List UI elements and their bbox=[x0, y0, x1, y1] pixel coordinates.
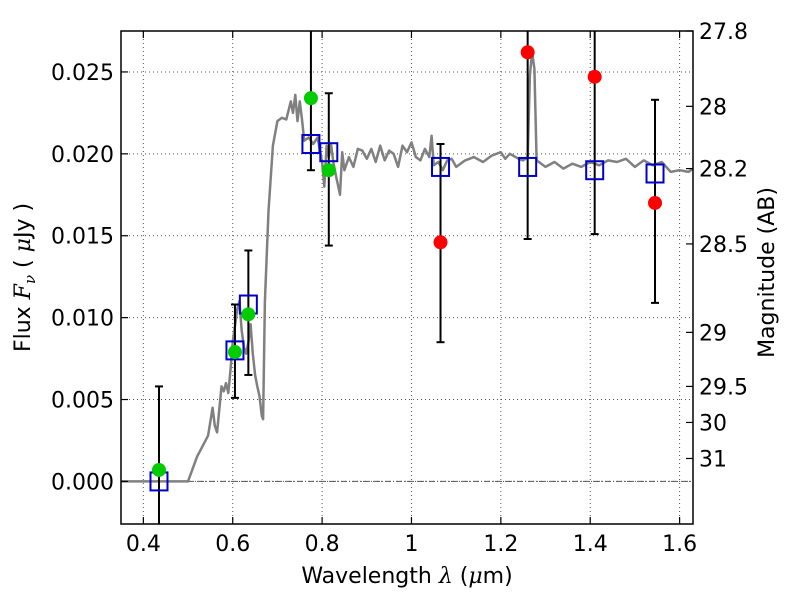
observed-point-green bbox=[321, 163, 336, 178]
x-tick-label: 0.6 bbox=[215, 532, 250, 557]
y2-tick-label: 29.5 bbox=[699, 375, 748, 400]
model-spectrum-layer bbox=[121, 51, 694, 483]
grid-layer bbox=[121, 31, 693, 524]
y-tick-label: 0.020 bbox=[51, 143, 114, 168]
y2-axis-label: Magnitude (AB) bbox=[755, 187, 780, 358]
model-photometry-square bbox=[645, 163, 665, 184]
y-tick-label: 0.025 bbox=[51, 61, 114, 86]
plot-frame bbox=[120, 30, 694, 525]
observed-point-green bbox=[241, 307, 256, 322]
y2-tick-label: 28 bbox=[699, 95, 727, 120]
errorbar-layer bbox=[154, 31, 660, 524]
y-tick-label: 0.005 bbox=[51, 389, 114, 414]
observed-point-green bbox=[151, 462, 166, 477]
x-tick-label: 1 bbox=[404, 532, 418, 557]
y-tick-label: 0.010 bbox=[51, 307, 114, 332]
model-photometry-square bbox=[225, 340, 245, 361]
y-tick-label: 0.015 bbox=[51, 225, 114, 250]
model-photometry-square bbox=[319, 142, 339, 163]
x-tick-label: 1.2 bbox=[483, 532, 518, 557]
x-tick-label: 1.4 bbox=[573, 532, 608, 557]
x-tick-layer: 0.4 0.6 0.8 1 1.2 1.4 1.6 bbox=[126, 31, 697, 557]
observed-point-layer bbox=[151, 45, 663, 477]
y2-tick-label: 31 bbox=[699, 447, 727, 472]
model-photometry-square bbox=[585, 160, 605, 181]
y2-tick-label: 30 bbox=[699, 411, 727, 436]
observed-point-red bbox=[648, 195, 663, 210]
y2-tick-layer: 27.8 28 28.2 28.5 29 29.5 30 31 bbox=[686, 20, 748, 472]
y2-tick-label: 28.5 bbox=[699, 233, 748, 258]
observed-point-red bbox=[433, 235, 448, 250]
model-spectrum-line bbox=[121, 51, 694, 483]
x-tick-label: 0.4 bbox=[126, 532, 161, 557]
x-axis-label: Wavelength λ (μm) bbox=[301, 564, 512, 589]
observed-point-green bbox=[227, 345, 242, 360]
model-point-layer bbox=[149, 134, 665, 492]
y-axis-label: Flux Fν ( μJy ) bbox=[11, 203, 39, 352]
y2-tick-label: 29 bbox=[699, 321, 727, 346]
model-photometry-square bbox=[518, 156, 538, 177]
x-tick-label: 0.8 bbox=[305, 532, 340, 557]
y-tick-layer: 0.000 0.005 0.010 0.015 0.020 0.025 bbox=[51, 61, 128, 495]
y-tick-label: 0.000 bbox=[51, 470, 114, 495]
observed-point-red bbox=[520, 45, 535, 60]
x-tick-label: 1.6 bbox=[662, 532, 697, 557]
observed-point-red bbox=[587, 69, 602, 84]
observed-point-green bbox=[303, 91, 318, 106]
y2-tick-label: 27.8 bbox=[699, 20, 748, 45]
y2-tick-label: 28.2 bbox=[699, 158, 748, 183]
model-photometry-square bbox=[431, 156, 451, 177]
